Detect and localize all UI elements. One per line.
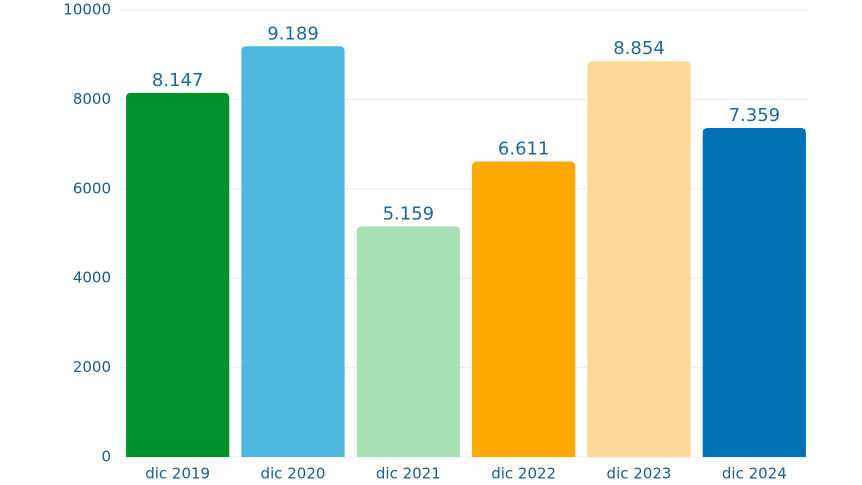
value-label: 8.147 <box>152 70 204 91</box>
y-tick-label: 8000 <box>73 90 111 108</box>
value-label: 7.359 <box>729 105 781 126</box>
y-tick-label: 2000 <box>73 358 111 376</box>
x-tick-label: dic 2023 <box>607 465 672 483</box>
value-label: 9.189 <box>267 23 319 44</box>
bar <box>587 61 691 458</box>
y-tick-label: 4000 <box>73 269 111 287</box>
x-tick-label: dic 2019 <box>145 465 210 483</box>
x-tick-label: dic 2021 <box>376 465 441 483</box>
bar <box>126 92 230 457</box>
y-tick-label: 10000 <box>63 1 111 19</box>
x-tick-label: dic 2020 <box>261 465 326 483</box>
value-label: 8.854 <box>613 38 665 59</box>
bar <box>356 226 460 457</box>
y-tick-label: 6000 <box>73 179 111 197</box>
bar <box>702 128 806 457</box>
value-label: 6.611 <box>498 138 550 159</box>
bar <box>241 46 345 457</box>
y-tick-label: 0 <box>101 448 111 466</box>
x-tick-label: dic 2022 <box>491 465 556 483</box>
bar <box>472 161 576 458</box>
x-tick-label: dic 2024 <box>722 465 787 483</box>
value-label: 5.159 <box>383 203 435 224</box>
